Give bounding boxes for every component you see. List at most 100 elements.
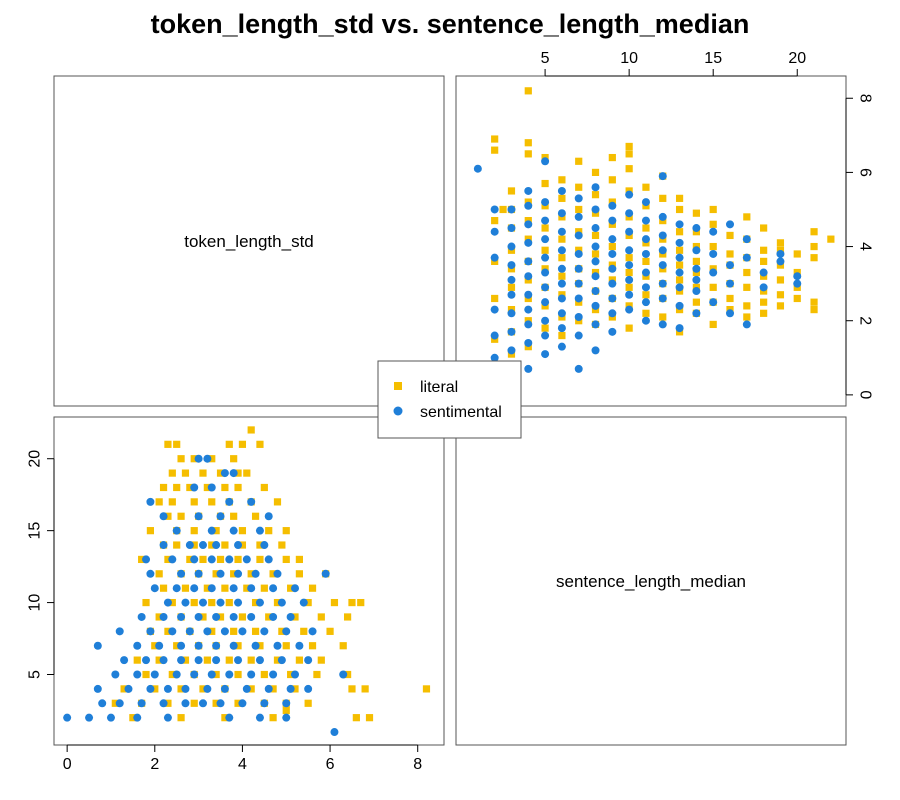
point-sentimental — [591, 183, 600, 192]
point-sentimental — [557, 309, 566, 318]
point-literal — [675, 228, 684, 236]
point-sentimental — [541, 157, 550, 166]
point-sentimental — [490, 227, 499, 236]
point-literal — [793, 250, 801, 258]
chart-title: token_length_std vs. sentence_length_med… — [151, 9, 750, 39]
point-sentimental — [541, 298, 550, 307]
point-literal — [186, 555, 194, 564]
point-literal — [499, 205, 507, 214]
point-sentimental — [216, 699, 225, 708]
point-sentimental — [264, 684, 273, 693]
point-sentimental — [120, 656, 129, 665]
point-sentimental — [159, 699, 168, 708]
point-literal — [308, 584, 317, 592]
point-literal — [151, 685, 159, 693]
point-literal — [111, 699, 119, 707]
point-literal — [810, 242, 818, 251]
point-literal — [608, 176, 616, 184]
point-sentimental — [591, 242, 600, 251]
point-literal — [265, 613, 273, 621]
point-sentimental — [608, 294, 617, 303]
point-sentimental — [776, 257, 785, 266]
point-literal — [208, 498, 216, 506]
point-literal — [199, 555, 207, 564]
point-sentimental — [641, 316, 650, 325]
point-sentimental — [608, 309, 617, 318]
point-literal — [216, 555, 225, 564]
point-sentimental — [177, 656, 186, 665]
point-literal — [326, 627, 334, 635]
point-literal — [221, 584, 229, 592]
point-literal — [558, 194, 566, 202]
point-literal — [173, 541, 181, 549]
axis-tick-label: 6 — [857, 168, 874, 177]
diagonal-label-token-length-std: token_length_std — [184, 232, 314, 251]
point-literal — [491, 294, 499, 303]
point-sentimental — [574, 279, 583, 288]
point-literal — [190, 699, 198, 707]
point-sentimental — [194, 641, 203, 650]
axis-tick-label: 4 — [238, 756, 247, 773]
point-literal — [225, 598, 233, 607]
point-literal — [692, 298, 700, 306]
point-literal — [422, 685, 431, 693]
point-sentimental — [286, 612, 295, 621]
point-sentimental — [524, 238, 533, 247]
axis-tick-label: 5 — [541, 50, 550, 67]
point-sentimental — [608, 216, 617, 225]
point-literal — [151, 642, 159, 650]
point-literal — [155, 656, 163, 664]
point-literal — [291, 613, 299, 621]
point-sentimental — [675, 268, 684, 277]
point-literal — [760, 309, 768, 317]
point-literal — [203, 584, 211, 592]
point-literal — [199, 685, 207, 693]
point-sentimental — [675, 220, 684, 229]
point-literal — [625, 150, 633, 158]
point-literal — [238, 440, 247, 448]
point-literal — [339, 642, 347, 650]
point-sentimental — [557, 186, 566, 195]
point-sentimental — [155, 641, 164, 650]
point-sentimental — [242, 684, 251, 693]
axis-tick-label: 10 — [620, 50, 638, 67]
point-literal — [348, 685, 356, 693]
point-literal — [216, 469, 225, 477]
point-sentimental — [541, 235, 550, 244]
point-sentimental — [726, 309, 735, 318]
point-sentimental — [591, 346, 600, 355]
point-sentimental — [273, 569, 282, 578]
point-literal — [541, 179, 549, 188]
point-literal — [256, 642, 264, 650]
point-sentimental — [255, 598, 264, 607]
point-sentimental — [185, 627, 194, 636]
point-sentimental — [291, 584, 300, 593]
point-sentimental — [793, 272, 802, 281]
point-sentimental — [304, 656, 313, 665]
point-literal — [173, 440, 181, 448]
point-sentimental — [574, 249, 583, 258]
point-sentimental — [658, 261, 667, 270]
point-sentimental — [658, 294, 667, 303]
point-literal — [726, 294, 734, 303]
point-sentimental — [194, 656, 203, 665]
point-sentimental — [692, 275, 701, 284]
point-sentimental — [163, 713, 172, 722]
point-literal — [709, 242, 717, 251]
point-literal — [164, 512, 172, 520]
legend-label-sentimental: sentimental — [420, 404, 502, 421]
point-sentimental — [308, 627, 317, 636]
point-sentimental — [220, 469, 229, 478]
point-literal — [659, 313, 667, 321]
point-sentimental — [137, 612, 146, 621]
point-literal — [247, 570, 255, 578]
point-sentimental — [625, 209, 634, 218]
panel-bottom-left — [53, 416, 445, 746]
point-sentimental — [220, 627, 229, 636]
point-sentimental — [557, 342, 566, 351]
point-sentimental — [238, 627, 247, 636]
point-sentimental — [524, 257, 533, 266]
point-literal — [234, 469, 242, 477]
axis-tick-label: 20 — [788, 50, 806, 67]
point-sentimental — [541, 198, 550, 207]
